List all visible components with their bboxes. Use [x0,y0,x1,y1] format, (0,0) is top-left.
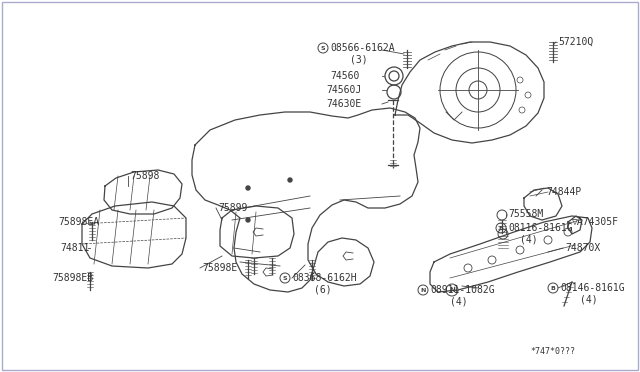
Text: (3): (3) [350,55,367,65]
Text: S: S [321,45,325,51]
Text: S: S [283,276,287,280]
Text: N: N [420,288,426,292]
Text: 74630E: 74630E [326,99,361,109]
Text: 08911-1082G: 08911-1082G [430,285,495,295]
Text: *747*0???: *747*0??? [530,347,575,356]
Circle shape [246,186,250,190]
Text: B: B [499,225,504,231]
Text: (4): (4) [520,235,538,245]
Text: 75898: 75898 [130,171,159,181]
Text: 75898EA: 75898EA [58,217,99,227]
Text: (4): (4) [450,297,468,307]
Text: N: N [449,287,455,293]
Text: 75898E: 75898E [202,263,237,273]
Text: B: B [550,285,556,291]
Text: 74560J: 74560J [326,85,361,95]
Text: 08368-6162H: 08368-6162H [292,273,356,283]
Text: 74870X: 74870X [565,243,600,253]
Text: 08566-6162A: 08566-6162A [330,43,395,53]
Text: (4): (4) [580,295,598,305]
Text: 75898EB: 75898EB [52,273,93,283]
Circle shape [288,178,292,182]
Text: 57210Q: 57210Q [558,37,593,47]
Text: (6): (6) [314,285,332,295]
Text: 75899: 75899 [218,203,248,213]
Text: 74560: 74560 [330,71,360,81]
Text: 74811: 74811 [60,243,90,253]
Text: ▽A74305F: ▽A74305F [572,217,619,227]
Circle shape [246,218,250,222]
Text: 75558M: 75558M [508,209,543,219]
Text: 74844P: 74844P [546,187,581,197]
Text: 08116-8161G: 08116-8161G [508,223,573,233]
Text: 08146-8161G: 08146-8161G [560,283,625,293]
